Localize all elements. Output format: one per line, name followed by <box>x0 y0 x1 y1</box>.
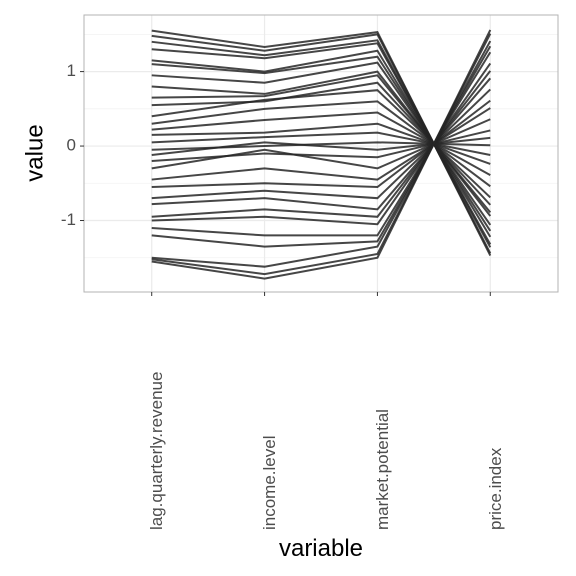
x-tick-label: price.index <box>486 447 505 530</box>
y-tick-label: 0 <box>67 136 76 155</box>
panel-border <box>83 14 559 293</box>
x-tick-label: income.level <box>260 436 279 531</box>
y-axis-title: value <box>21 124 48 181</box>
y-tick-label: -1 <box>61 210 76 229</box>
x-tick-label: lag.quarterly.revenue <box>147 372 166 530</box>
lines <box>151 29 492 280</box>
x-axis-title: variable <box>279 535 363 562</box>
y-tick-label: 1 <box>67 61 76 80</box>
x-tick-label: market.potential <box>373 409 392 530</box>
series-line <box>151 29 492 280</box>
ticks: -1 0 1 lag.quarterly.revenue income.level mar… <box>61 61 505 530</box>
